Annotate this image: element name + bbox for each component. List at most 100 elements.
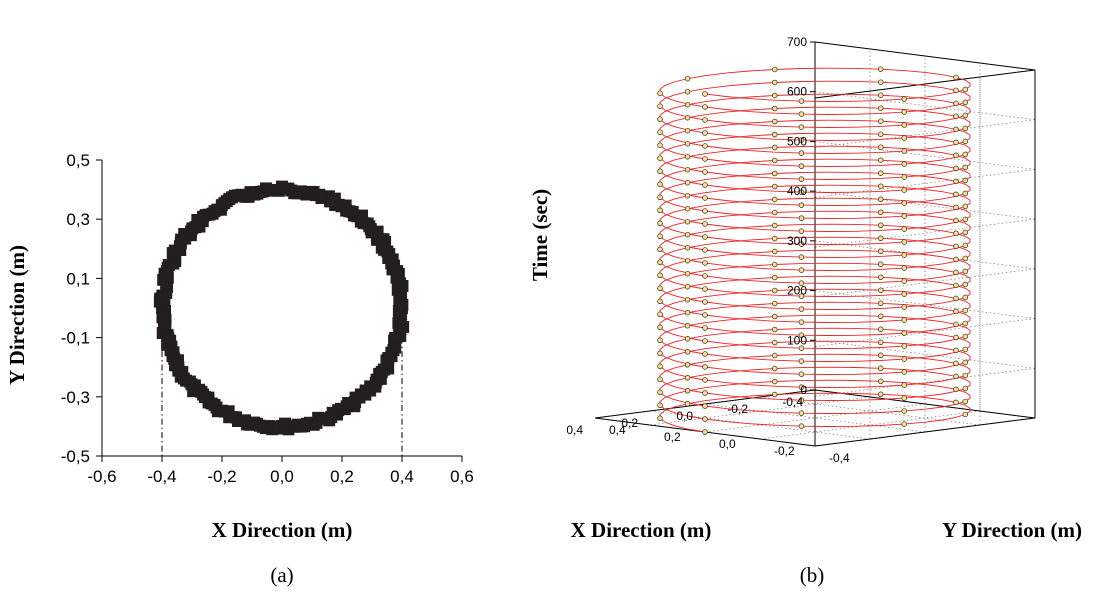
panel-b-data-point: [702, 403, 708, 409]
panel-b-data-point: [901, 148, 907, 154]
panel-b-data-point: [962, 346, 969, 353]
panel-b-data-point: [953, 360, 959, 367]
panel-b-z-tick-label: 700: [787, 35, 807, 49]
panel-b-data-point: [798, 306, 805, 312]
panel-b-data-point: [798, 293, 805, 299]
panel-a-x-axis-label: X Direction (m): [212, 518, 353, 542]
panel-b-data-point: [953, 165, 959, 172]
panel-b-data-point: [877, 131, 884, 137]
panel-a-x-tick-label: 0,4: [390, 467, 414, 486]
panel-a-data-point: [392, 305, 405, 318]
panel-b-data-point: [684, 388, 691, 394]
panel-b-grid-line: [814, 268, 1036, 298]
panel-b-z-tick-label: 300: [787, 234, 807, 248]
panel-b-data-point: [657, 324, 663, 331]
panel-b-data-point: [953, 139, 959, 146]
panel-b-data-point: [877, 274, 884, 281]
panel-b-x-tick-label: -0,2: [727, 402, 748, 416]
panel-b-data-point: [877, 196, 884, 202]
panel-b-data-point: [657, 272, 663, 279]
panel-b-data-point: [798, 150, 805, 156]
panel-b-data-point: [962, 411, 969, 418]
panel-b-x-tick-label: 0,4: [566, 423, 583, 437]
panel-b-data-point: [684, 283, 691, 290]
panel-b-data-point: [901, 96, 907, 102]
panel-b-data-point: [684, 101, 691, 108]
panel-b-data-point: [901, 239, 907, 245]
panel-b-data-point: [684, 375, 691, 381]
panel-b-data-point: [877, 248, 884, 255]
panel-b-data-point: [901, 213, 907, 219]
panel-b-z-tick-label: 500: [787, 134, 807, 148]
panel-b-data-point: [798, 319, 805, 325]
panel-b-grid-line: [704, 403, 926, 433]
panel-b-data-point: [657, 194, 663, 200]
panel-b-data-point: [684, 348, 691, 355]
panel-b-x-tick-label: 0,2: [621, 416, 638, 430]
panel-b-data-point: [953, 321, 959, 328]
panel-b-data-point: [702, 325, 708, 331]
panel-b-data-point: [771, 274, 778, 281]
panel-b-data-point: [684, 192, 691, 199]
panel-b-data-point: [771, 157, 778, 164]
panel-b-data-point: [702, 429, 708, 435]
panel-b-x-axis-label: X Direction (m): [571, 518, 712, 542]
panel-b-data-point: [684, 114, 691, 121]
panel-b-data-point: [702, 273, 708, 279]
panel-b-data-point: [771, 222, 778, 229]
panel-b-data-point: [901, 343, 907, 349]
panel-b-data-point: [771, 300, 778, 307]
panel-a-y-tick-label: -0,3: [61, 388, 90, 407]
panel-b-box-edge: [814, 417, 1036, 447]
panel-b-data-point: [702, 221, 708, 227]
panel-b-grid-line: [814, 169, 1036, 198]
panel-b-data-point: [901, 161, 907, 167]
panel-b-data-point: [953, 386, 959, 393]
panel-b-data-point: [657, 155, 663, 161]
panel-b-data-point: [657, 337, 663, 344]
panel-b-data-point: [702, 338, 708, 344]
panel-b-z-tick-label: 400: [787, 184, 807, 198]
panel-b-data-point: [771, 313, 778, 320]
panel-b-grid-line: [814, 91, 1036, 121]
panel-b-data-point: [877, 79, 884, 85]
panel-b-data-point: [771, 118, 778, 125]
panel-b-data-point: [953, 308, 959, 315]
panel-b-data-point: [901, 265, 907, 271]
panel-b-data-point: [702, 130, 708, 136]
panel-b-data-point: [901, 330, 907, 336]
panel-b-data-point: [962, 190, 969, 197]
panel-b-data-point: [657, 168, 663, 174]
panel-b-data-point: [684, 270, 691, 277]
panel-b-data-point: [901, 174, 907, 180]
panel-b-data-point: [702, 247, 708, 253]
panel-b-data-point: [657, 298, 663, 305]
panel-b-data-point: [798, 228, 805, 234]
panel-b-data-point: [684, 244, 691, 251]
panel-b-data-point: [702, 104, 708, 110]
panel-a-caption: (a): [270, 563, 293, 587]
panel-b-data-point: [877, 209, 884, 215]
panel-b-box-edge: [814, 69, 1036, 99]
panel-b-data-point: [901, 356, 907, 362]
panel-a-y-tick-label: 0,3: [66, 210, 90, 229]
panel-b-data-point: [962, 242, 969, 249]
panel-b-data-point: [657, 311, 663, 318]
panel-b-data-point: [657, 363, 663, 370]
panel-b-3d-box-and-grid: [594, 41, 1036, 447]
panel-b-data-point: [877, 66, 884, 72]
panel-b-data-point: [901, 395, 907, 401]
panel-b-data-point: [798, 371, 805, 377]
panel-b-data-point: [962, 307, 969, 314]
panel-b-data-point: [798, 345, 805, 351]
panel-b-data-point: [953, 230, 959, 237]
panel-b-data-point: [684, 75, 691, 82]
panel-b-data-point: [901, 408, 907, 414]
panel-b-box-edge: [814, 41, 1036, 71]
panel-a-x-tick-label: 0,2: [330, 467, 354, 486]
panel-b-data-point: [798, 267, 805, 273]
panel-b-data-point: [771, 365, 778, 372]
panel-b-data-point: [771, 66, 778, 73]
panel-b-y-tick-label: 0,0: [719, 437, 736, 451]
